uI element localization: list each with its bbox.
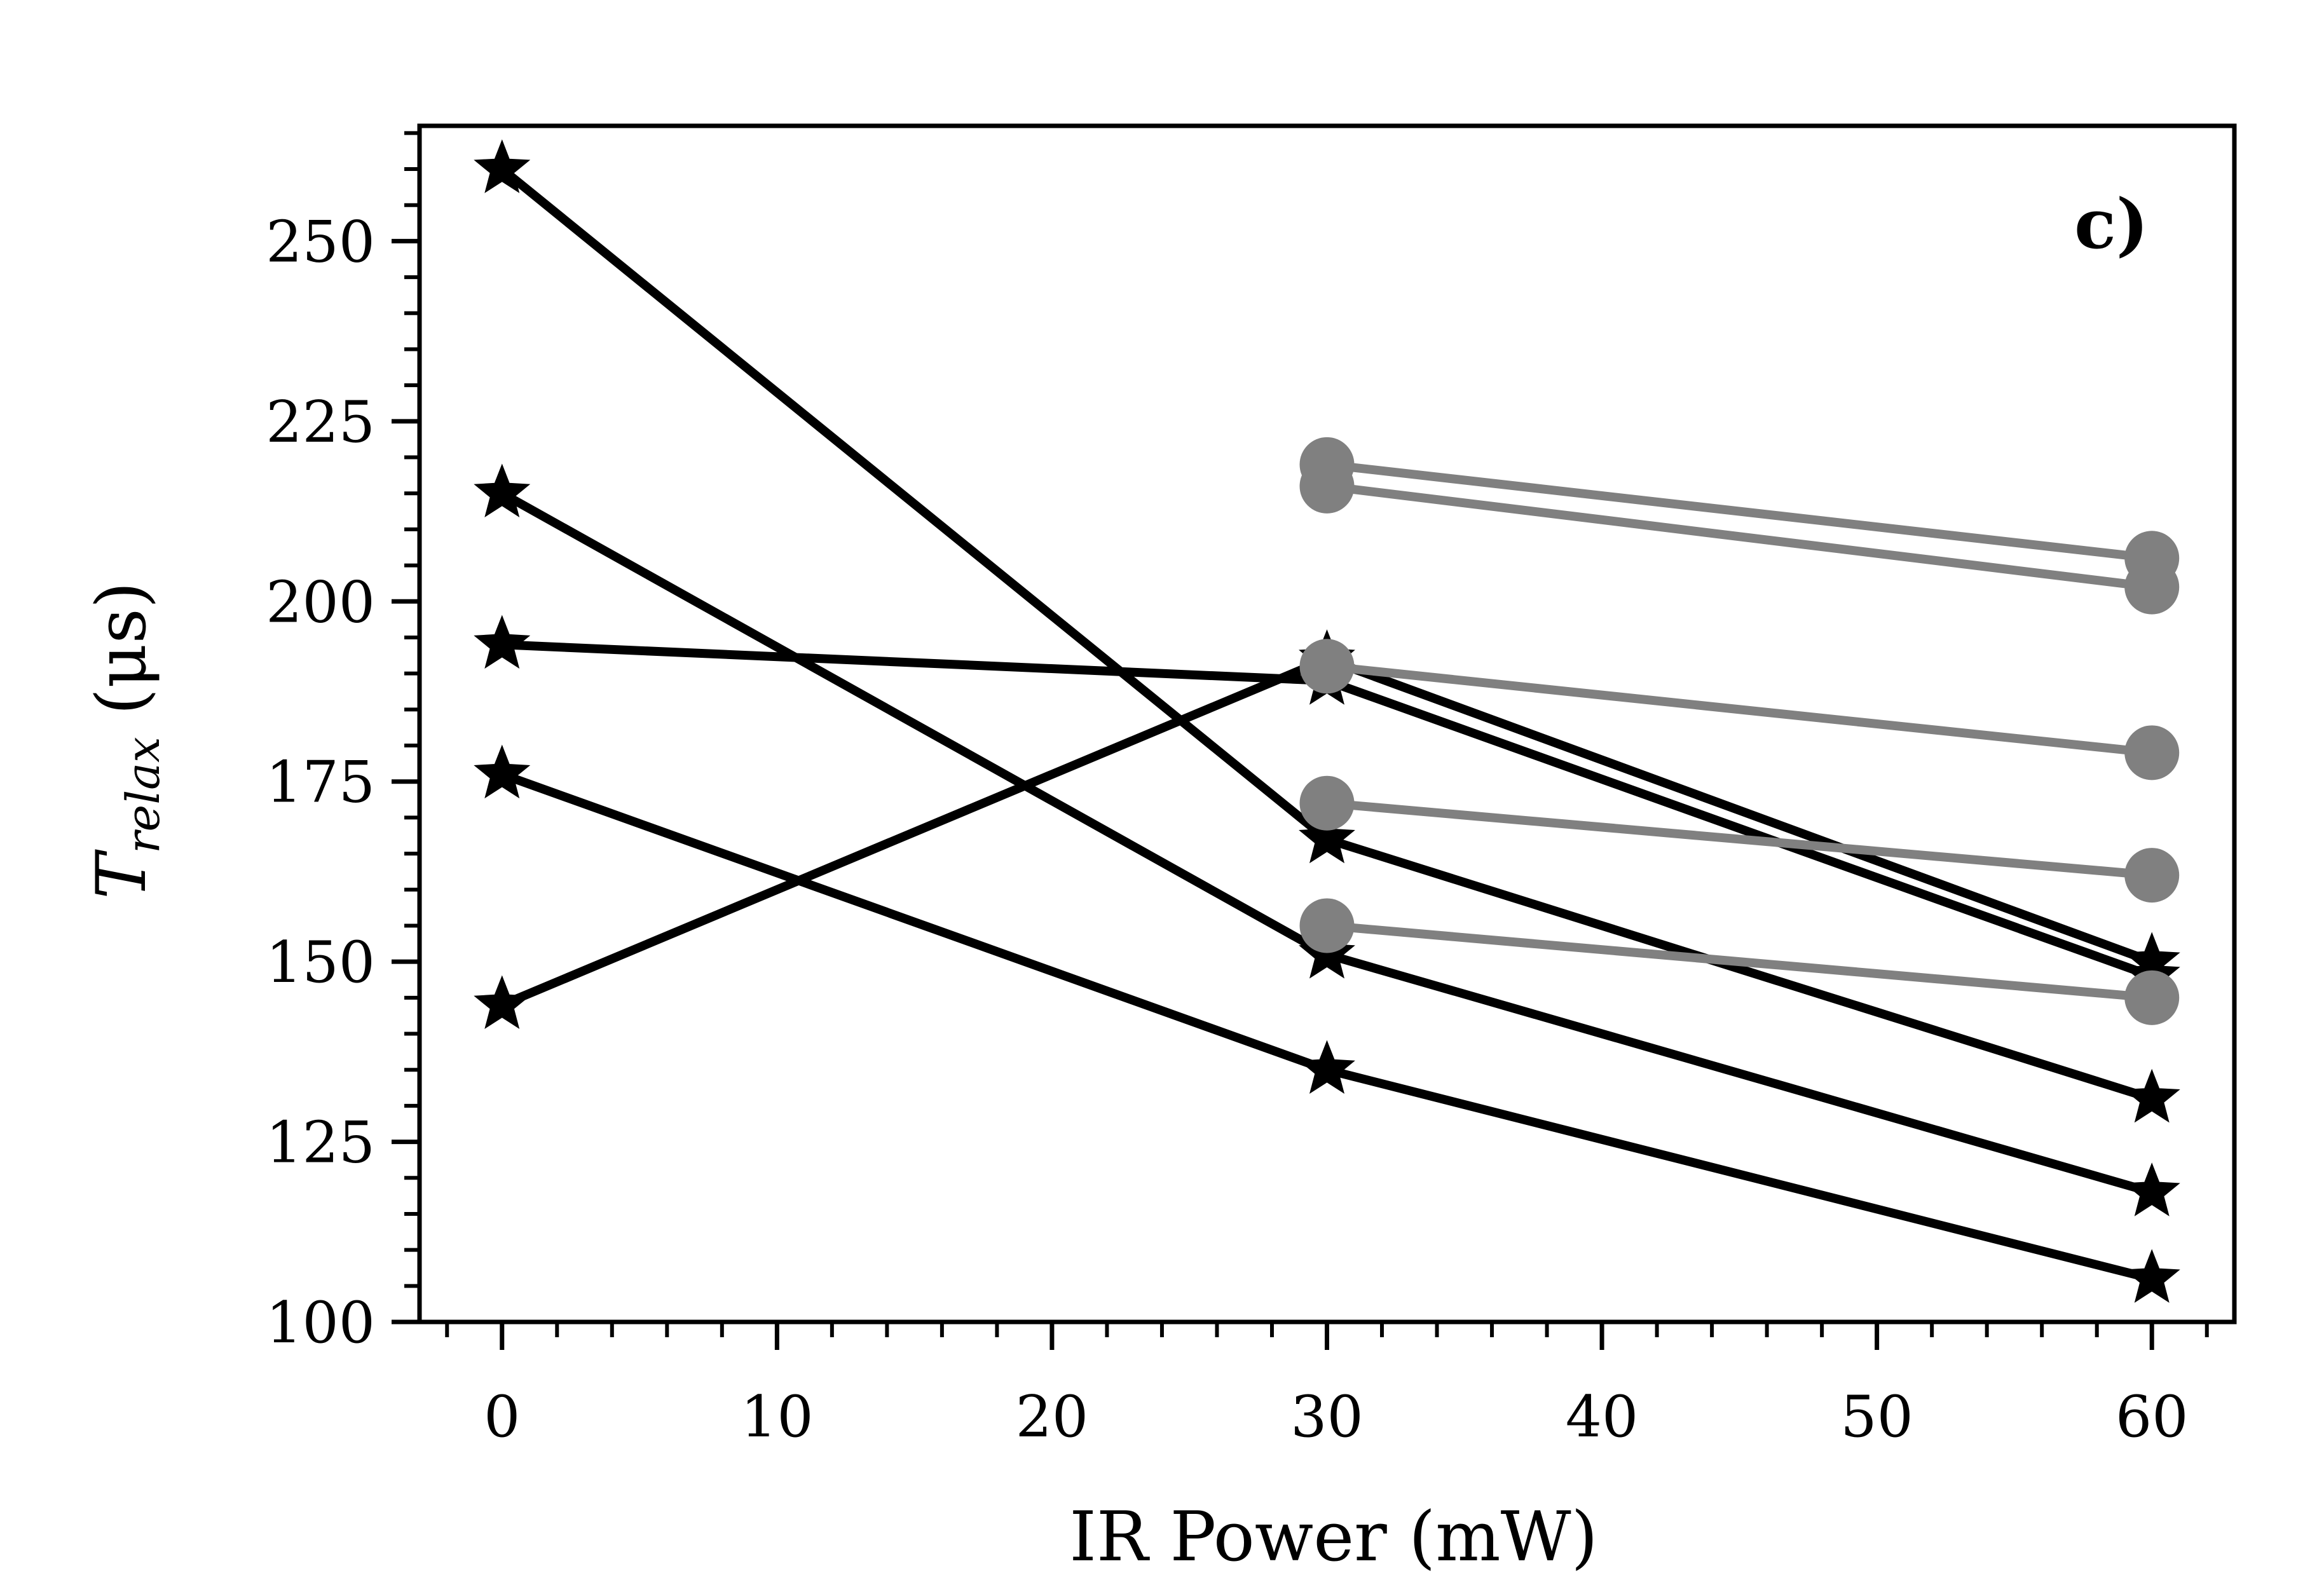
- series-6-line: [1326, 460, 2152, 563]
- series-1-point-2: [1299, 809, 1355, 864]
- series-8-line: [1326, 662, 2152, 758]
- x-tick-label-7: 60: [2116, 1384, 2189, 1450]
- series-layer: [474, 139, 2180, 1303]
- series-4-point-2: [1299, 1040, 1355, 1094]
- series-9-point-1: [1299, 775, 1355, 831]
- panel-label: c): [2074, 184, 2149, 264]
- series-8-point-2: [2124, 725, 2180, 780]
- x-tick-label-4: 30: [1290, 1384, 1364, 1450]
- y-tick-label-3: 150: [266, 929, 375, 996]
- y-axis-label: Trelax (μs): [82, 582, 170, 899]
- series-8-point-1: [1299, 639, 1355, 694]
- plot-frame: [417, 123, 2237, 1324]
- series-10: [1299, 898, 2180, 1025]
- y-tick-label-7: 250: [266, 208, 375, 275]
- x-tick-label-3: 20: [1016, 1384, 1089, 1450]
- series-4-point-3: [2123, 1249, 2180, 1303]
- series-6: [1299, 437, 2180, 586]
- y-tick-label-6: 225: [266, 389, 375, 456]
- series-10-point-1: [1299, 898, 1355, 953]
- plot-area: [417, 123, 2237, 1324]
- x-tick-label-1: 0: [484, 1384, 520, 1450]
- x-tick-label-5: 40: [1566, 1384, 1639, 1450]
- y-tick-label-5: 200: [266, 569, 375, 636]
- series-1-point-3: [2123, 1068, 2180, 1123]
- y-axis-label-subscript: relax: [116, 737, 170, 854]
- y-tick-label-2: 125: [266, 1110, 375, 1176]
- series-9-point-2: [2124, 848, 2180, 903]
- x-axis-label: IR Power (mW): [1069, 1497, 1598, 1573]
- series-5-point-1: [474, 975, 531, 1030]
- series-7-line: [1326, 481, 2153, 592]
- series-1-point-1: [474, 139, 531, 193]
- series-10-line: [1326, 921, 2152, 1002]
- series-9: [1299, 775, 2180, 903]
- series-4: [474, 744, 2180, 1303]
- series-7-point-1: [1299, 458, 1355, 514]
- series-9-line: [1326, 798, 2152, 880]
- x-tick-label-6: 50: [1840, 1384, 1913, 1450]
- y-tick-label-1: 100: [266, 1290, 375, 1356]
- series-4-point-1: [474, 744, 531, 799]
- y-axis-label-main: T: [82, 849, 161, 899]
- series-2-point-3: [2123, 1162, 2180, 1216]
- series-2-point-1: [474, 463, 531, 518]
- x-tick-label-2: 10: [741, 1384, 814, 1450]
- y-axis-label-unit: (μs): [82, 582, 161, 737]
- series-7-point-2: [2124, 559, 2180, 615]
- series-8: [1299, 639, 2180, 780]
- axes-layer: 0 10 20 30 40 50 60 100 125 150 175 200 225 250: [266, 131, 2209, 1450]
- y-tick-label-4: 175: [266, 749, 375, 816]
- series-1: [474, 139, 2180, 1123]
- series-3-point-1: [474, 615, 531, 669]
- series-10-point-2: [2124, 970, 2180, 1025]
- series-7: [1299, 458, 2180, 615]
